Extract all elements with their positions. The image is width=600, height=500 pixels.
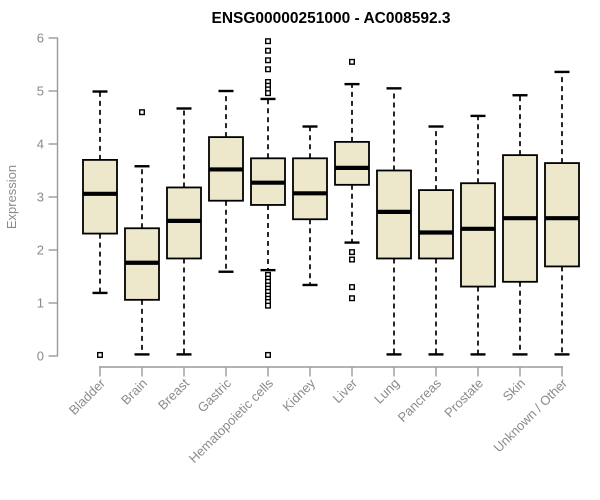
outlier-point: [349, 295, 356, 302]
x-tick-label: Unknown / Other: [491, 375, 571, 455]
iqr-box: [82, 158, 118, 235]
x-tick-label: Bladder: [66, 375, 109, 418]
iqr-box: [418, 189, 454, 260]
outlier-point: [138, 109, 145, 116]
box-liver: [334, 58, 370, 302]
y-axis-title: Expression: [4, 165, 19, 229]
box-bladder: [82, 90, 118, 358]
iqr-box: [292, 157, 328, 221]
box-hematopoietic-cells: [250, 38, 286, 358]
box-series: [82, 38, 580, 358]
outlier-point: [265, 351, 272, 358]
x-tick-label: Pancreas: [395, 375, 445, 425]
iqr-box: [334, 140, 370, 186]
outlier-point: [265, 47, 272, 54]
box-unknown-other: [544, 70, 580, 356]
outlier-point: [265, 38, 272, 45]
iqr-box: [376, 169, 412, 260]
box-kidney: [292, 125, 328, 287]
x-tick-label: Liver: [330, 375, 361, 406]
y-tick-label: 2: [37, 243, 44, 258]
y-tick-label: 3: [37, 190, 44, 205]
outlier-point: [265, 66, 272, 73]
outlier-point: [349, 249, 356, 256]
outlier-point: [265, 302, 272, 309]
box-skin: [502, 94, 538, 356]
x-tick-label: Kidney: [279, 375, 318, 414]
iqr-box: [544, 162, 580, 268]
chart-title: ENSG00000251000 - AC008592.3: [212, 10, 451, 27]
y-tick-label: 5: [37, 84, 44, 99]
y-tick-label: 4: [37, 137, 44, 152]
box-brain: [124, 109, 160, 356]
box-pancreas: [418, 125, 454, 356]
outlier-point: [96, 351, 103, 358]
y-tick-label: 1: [37, 296, 44, 311]
box-gastric: [208, 89, 244, 273]
box-lung: [376, 87, 412, 356]
iqr-box: [460, 182, 496, 288]
x-tick-label: Brain: [118, 376, 150, 408]
outlier-point: [349, 256, 356, 263]
box-breast: [166, 107, 202, 356]
outlier-point: [349, 284, 356, 291]
x-tick-label: Prostate: [441, 376, 486, 421]
box-prostate: [460, 114, 496, 356]
iqr-box: [166, 186, 202, 260]
x-tick-label: Breast: [155, 375, 192, 412]
y-tick-label: 6: [37, 31, 44, 46]
x-tick-label: Lung: [371, 376, 402, 407]
outlier-point: [349, 58, 356, 65]
x-tick-label: Gastric: [194, 375, 234, 415]
y-tick-label: 0: [37, 349, 44, 364]
outlier-point: [265, 90, 272, 97]
x-tick-label: Skin: [500, 376, 528, 404]
outlier-point: [265, 57, 272, 64]
